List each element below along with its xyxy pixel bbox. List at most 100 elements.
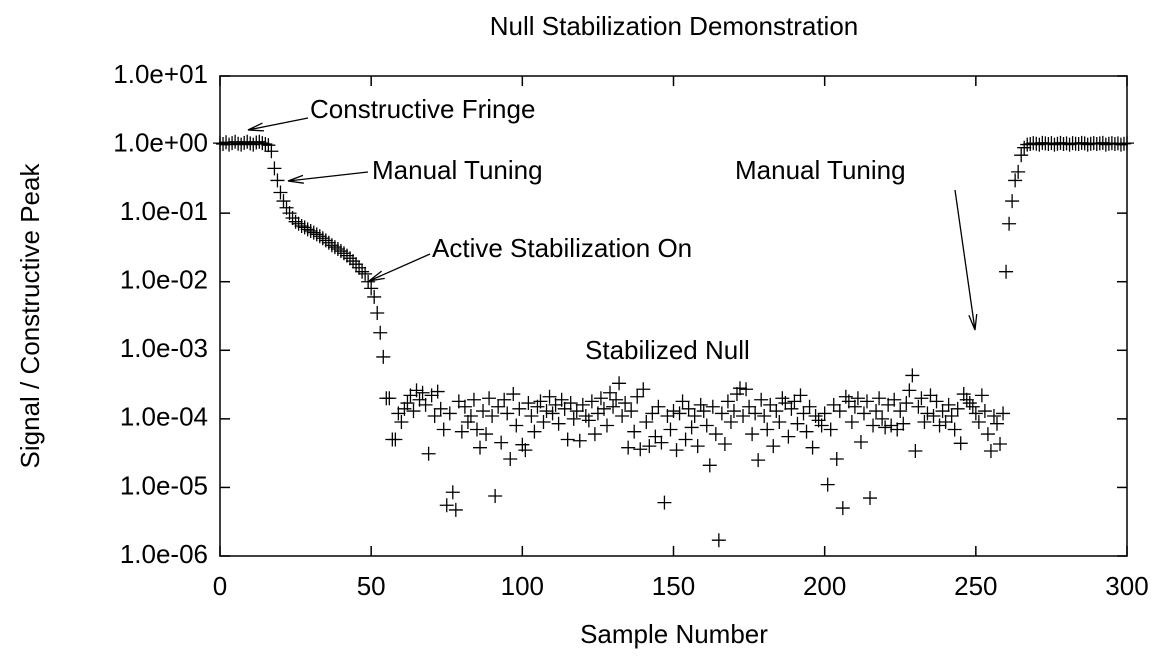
data-point [557,401,572,416]
data-point [908,443,923,458]
data-point [324,238,339,253]
data-point [297,220,312,235]
x-tick-label: 250 [954,571,997,601]
data-point [246,137,261,152]
data-point [645,406,660,421]
data-point [781,429,796,444]
data-point [968,406,983,421]
data-point [509,418,524,433]
data-point [829,451,844,466]
data-point [327,240,342,255]
data-point [844,414,859,429]
data-point [222,137,237,152]
data-point [733,381,748,396]
data-point [343,251,358,266]
data-point [687,409,702,424]
data-point [533,394,548,409]
data-point [572,433,587,448]
data-point [418,397,433,412]
annotation: Stabilized Null [585,335,750,365]
data-point [476,404,491,419]
data-point [469,422,484,437]
data-point [545,406,560,421]
data-point [388,432,403,447]
y-tick-label: 1.0e-04 [120,402,208,432]
data-point [615,409,630,424]
data-point [678,432,693,447]
data-point [748,406,763,421]
data-point [279,200,294,215]
data-point [648,429,663,444]
data-point [300,222,315,237]
data-point [599,418,614,433]
data-point [488,488,503,503]
data-point [702,458,717,473]
chart-title: Null Stabilization Demonstration [490,11,859,41]
data-point [896,416,911,431]
data-point [213,136,227,151]
data-point [358,266,373,281]
data-point [346,254,361,269]
data-point [518,443,533,458]
data-point [675,394,690,409]
data-point [503,451,518,466]
data-point [887,392,902,407]
data-point [690,439,705,454]
data-point [524,409,539,424]
data-point [566,411,581,426]
data-point [457,399,472,414]
data-point [1002,216,1017,231]
annotation-arrow [368,253,431,282]
data-point [445,485,460,500]
data-point [527,424,542,439]
data-point [451,394,466,409]
data-point [681,401,696,416]
data-point [361,274,376,289]
data-point [953,436,968,451]
data-point [911,399,926,414]
data-point [726,404,741,419]
data-point [1008,173,1023,188]
data-point [627,424,642,439]
data-point [240,134,255,149]
data-point [899,396,914,411]
data-point [723,414,738,429]
data-point [273,185,288,200]
data-point [696,404,711,419]
data-point [587,427,602,442]
data-point [651,399,666,414]
data-point [805,440,820,455]
data-point [633,442,648,457]
data-point [790,416,805,431]
data-point [878,420,893,435]
data-point [787,394,802,409]
data-point [276,194,291,209]
x-tick-label: 100 [501,571,544,601]
data-point [666,404,681,419]
data-point [866,418,881,433]
data-point [993,436,1008,451]
data-point [947,422,962,437]
data-point [575,397,590,412]
data-point [291,216,306,231]
data-point [814,418,829,433]
data-point [847,399,862,414]
data-point [497,392,512,407]
data-point [430,384,445,399]
data-point [890,422,905,437]
data-point [400,396,415,411]
data-point [971,414,986,429]
data-point [1017,140,1032,155]
annotation: Constructive Fringe [310,94,535,124]
data-point [382,391,397,406]
data-point [920,406,935,421]
data-point [986,409,1001,424]
data-point [974,388,989,403]
y-tick-label: 1.0e-02 [120,265,208,295]
x-tick-label: 200 [803,571,846,601]
data-point [820,477,835,492]
y-tick-label: 1.0e+00 [113,127,208,157]
data-point [624,404,639,419]
data-point [917,414,932,429]
data-point [551,416,566,431]
